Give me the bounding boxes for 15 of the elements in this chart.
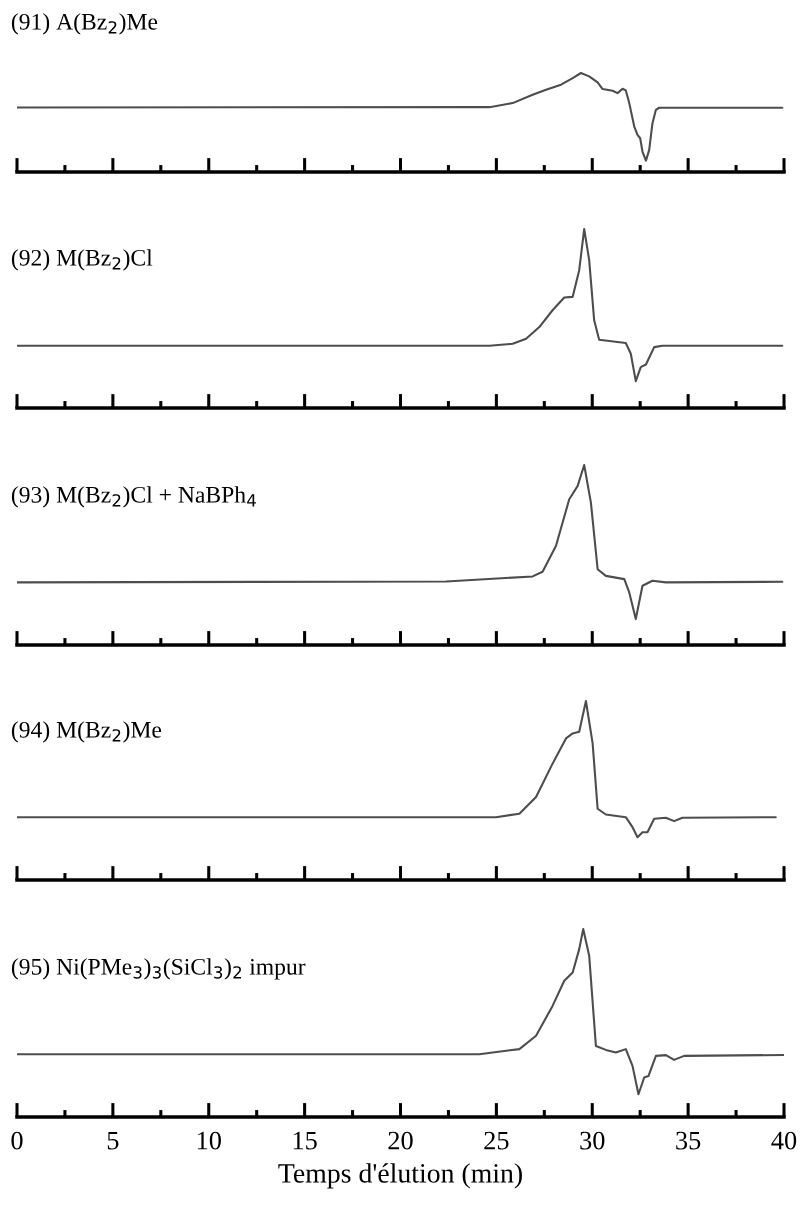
x-tick-label: 30 <box>580 1131 605 1150</box>
text: (92) M(Bz$_{2}$)Cl <box>11 249 153 271</box>
x-tick-label: 5 <box>107 1131 119 1150</box>
x-tick-label: 0 <box>11 1131 23 1150</box>
x-tick-label: 15 <box>293 1131 317 1150</box>
text: (93) M(Bz$_{2}$)Cl + NaBPh$_{4}$ <box>11 486 256 508</box>
x-tick-label: 20 <box>388 1131 413 1150</box>
text: (94) M(Bz$_{2}$)Me <box>11 721 162 743</box>
x-tick-label: 10 <box>197 1131 221 1150</box>
chart-title: (91) A(Bz$_{2}$)Me <box>11 13 158 35</box>
chart-title: (95) Ni(PMe$_{3}$)$_{3}$(SiCl$_{3}$)$_{2}$ impur <box>11 958 306 980</box>
x-tick-label: 35 <box>676 1131 701 1150</box>
x-axis-title: Temps d'élution (min) <box>278 1163 522 1189</box>
x-tick-label: 25 <box>484 1131 509 1150</box>
x-tick-label: 40 <box>771 1131 797 1150</box>
